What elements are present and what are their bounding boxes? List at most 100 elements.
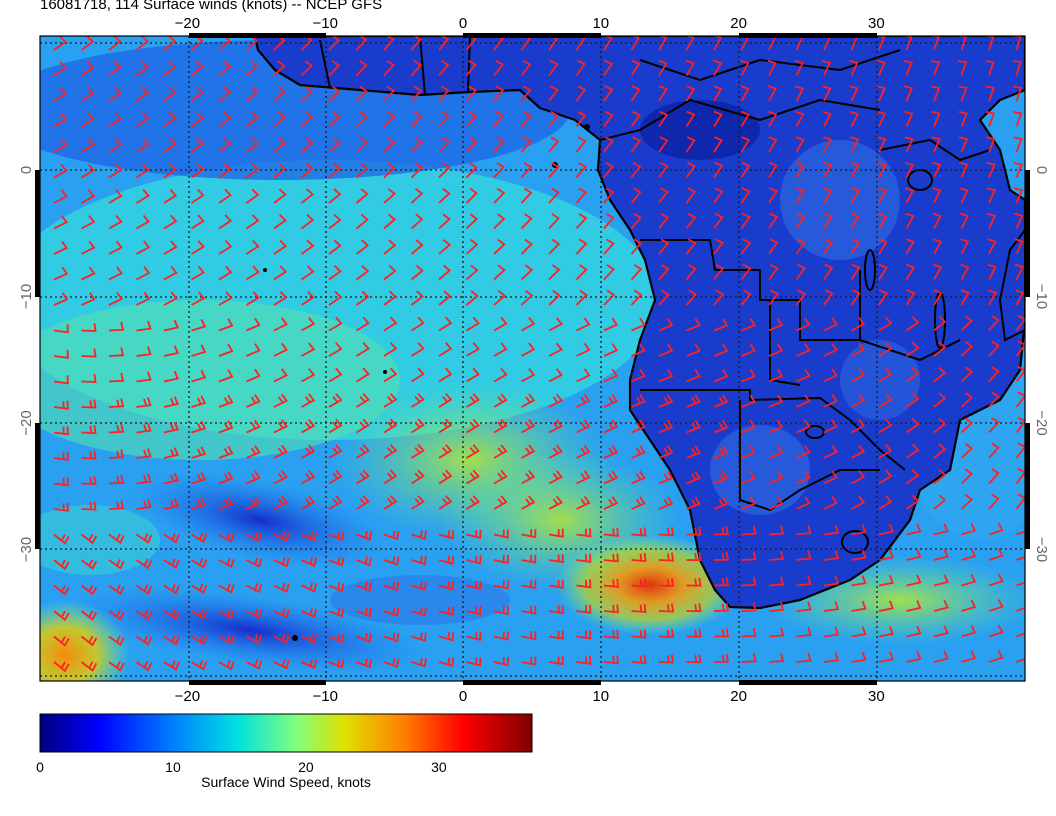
wind-barb: [493, 59, 505, 77]
wind-barb: [850, 238, 861, 255]
wind-barb: [53, 36, 67, 51]
wind-barb: [218, 471, 234, 485]
wind-barb: [53, 112, 68, 128]
wind-barb: [877, 187, 888, 204]
wind-barb: [713, 110, 723, 127]
wind-barb: [988, 573, 1004, 587]
wind-barb: [603, 213, 615, 230]
wind-barb: [906, 523, 922, 536]
wind-barb: [80, 610, 98, 621]
wind-barb: [356, 607, 372, 618]
wind-barb: [383, 136, 396, 153]
wind-barb: [301, 607, 318, 618]
wind-barb: [355, 188, 369, 204]
wind-barb: [575, 213, 588, 230]
wind-barb: [301, 633, 318, 644]
wind-barb: [878, 549, 894, 561]
wind-barb: [136, 473, 152, 485]
wind-barb: [300, 213, 315, 230]
wind-barb: [521, 368, 536, 383]
wind-barb: [603, 110, 614, 128]
wind-barb: [163, 319, 179, 332]
wind-barb: [163, 583, 180, 595]
wind-barb: [273, 317, 288, 332]
wind-barb: [438, 316, 453, 332]
wind-barb: [768, 394, 784, 408]
wind-barb: [411, 632, 427, 642]
wind-barb: [960, 315, 974, 332]
wind-barb: [713, 551, 730, 561]
wind-barb: [713, 420, 729, 434]
wind-barb: [630, 238, 643, 255]
wind-barb: [81, 189, 96, 204]
wind-barb: [548, 289, 561, 306]
wind-barb: [576, 393, 591, 408]
wind-barb: [658, 289, 670, 306]
wind-barb: [933, 494, 947, 510]
wind-barb: [135, 609, 153, 621]
wind-barb: [383, 530, 400, 541]
wind-barb: [961, 574, 977, 587]
wind-barb: [53, 426, 69, 436]
wind-barb: [411, 444, 425, 459]
wind-barb: [768, 627, 785, 638]
wind-barb: [713, 318, 729, 332]
wind-barb: [328, 633, 345, 644]
wind-barb: [218, 318, 234, 332]
wind-barb: [876, 85, 886, 102]
wind-barb: [53, 375, 69, 385]
wind-barb: [163, 112, 177, 128]
wind-barb: [1015, 416, 1025, 434]
wind-barb: [576, 317, 591, 332]
wind-barb: [411, 581, 427, 591]
wind-barb: [356, 556, 372, 567]
wind-barb: [438, 530, 455, 540]
wind-barb: [53, 292, 69, 306]
wind-barb: [355, 290, 370, 306]
wind-barb: [548, 605, 564, 615]
wind-barb: [961, 548, 977, 561]
wind-barb: [108, 584, 125, 596]
wind-barb: [575, 85, 587, 102]
wind-barb: [190, 60, 204, 77]
wind-barb: [823, 419, 838, 434]
wind-barb: [328, 265, 342, 281]
wind-barb: [108, 449, 125, 459]
wind-barb: [163, 421, 179, 434]
wind-barb: [713, 85, 723, 102]
wind-barb: [796, 470, 811, 485]
lon-tick-label-bottom: 0: [459, 688, 467, 705]
wind-barb: [465, 238, 479, 255]
wind-barb: [823, 212, 833, 229]
wind-barb: [136, 346, 152, 357]
wind-barb: [603, 419, 619, 434]
wind-barb: [218, 420, 234, 434]
wind-barb: [191, 420, 207, 434]
wind-barb: [218, 239, 233, 255]
wind-barb: [933, 417, 947, 434]
wind-barb: [466, 367, 480, 383]
wind-barb: [768, 368, 784, 383]
wind-barb: [877, 136, 887, 153]
wind-barb: [713, 369, 729, 383]
wind-barb: [273, 137, 287, 153]
wind-barb: [410, 36, 422, 51]
wind-barb: [686, 394, 701, 408]
wind-barb: [246, 634, 263, 645]
wind-barb: [521, 444, 536, 459]
wind-barb: [218, 343, 234, 357]
wind-barb: [273, 659, 290, 670]
wind-barb: [356, 495, 370, 510]
wind-barb: [905, 341, 920, 357]
wind-barb: [658, 238, 670, 255]
wind-barb: [108, 372, 125, 383]
wind-barb: [81, 112, 95, 128]
wind-barb: [246, 532, 263, 543]
wind-barb: [548, 162, 560, 179]
wind-barb: [383, 342, 398, 357]
wind-barb: [795, 238, 806, 255]
wind-barb: [878, 238, 888, 255]
wind-barb: [493, 290, 507, 306]
wind-barb: [466, 580, 482, 591]
